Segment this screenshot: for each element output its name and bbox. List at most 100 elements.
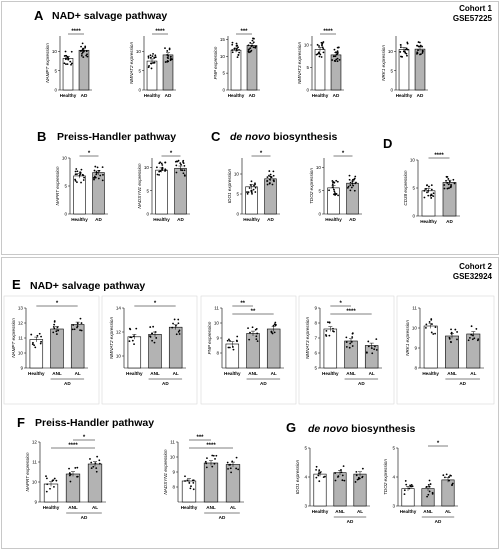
- data-point: [445, 179, 447, 182]
- data-point: [85, 54, 88, 57]
- data-point: [334, 192, 336, 194]
- y-tick-label: 10: [116, 354, 122, 359]
- category-label: AL: [470, 371, 476, 376]
- data-point: [331, 180, 334, 182]
- bar: [401, 488, 415, 507]
- data-point: [76, 322, 79, 325]
- data-point: [428, 479, 431, 482]
- data-point: [348, 174, 351, 177]
- data-point: [332, 330, 334, 332]
- data-point: [247, 44, 250, 47]
- data-point: [80, 168, 83, 171]
- data-point: [473, 337, 476, 340]
- category-label: Healthy: [144, 93, 161, 98]
- data-point: [348, 346, 351, 349]
- data-point: [229, 339, 231, 342]
- data-point: [183, 169, 186, 172]
- cohort2-dataset: GSE32924: [453, 272, 493, 281]
- subframe-e2: [101, 295, 198, 405]
- data-point: [231, 41, 234, 44]
- data-point: [367, 345, 370, 348]
- data-point: [420, 53, 422, 56]
- data-point: [192, 488, 195, 491]
- data-point: [249, 47, 252, 50]
- y-tick-label: 5: [54, 68, 57, 73]
- data-point: [82, 179, 85, 181]
- data-point: [95, 173, 98, 176]
- section-title-g-rest: biosynthesis: [348, 423, 415, 435]
- data-point: [96, 455, 99, 458]
- data-point: [231, 43, 234, 46]
- data-point: [235, 49, 238, 52]
- y-tick-label: 12: [32, 440, 38, 445]
- data-point: [475, 328, 478, 330]
- data-point: [248, 338, 251, 341]
- data-point: [180, 169, 182, 171]
- bar: [203, 462, 219, 503]
- data-point: [315, 476, 318, 479]
- data-point: [133, 343, 135, 345]
- data-point: [446, 187, 449, 190]
- data-point: [317, 472, 320, 475]
- data-point: [79, 50, 82, 52]
- data-point: [132, 335, 135, 338]
- y-tick-label: 11: [214, 306, 219, 311]
- data-point: [211, 454, 214, 457]
- data-point: [45, 477, 48, 480]
- data-point: [333, 190, 336, 193]
- data-point: [190, 485, 192, 488]
- data-point: [45, 475, 47, 478]
- data-point: [68, 474, 71, 477]
- data-point: [427, 483, 430, 486]
- data-point: [128, 340, 131, 342]
- bar: [266, 328, 281, 369]
- y-tick-label: 10: [136, 49, 142, 54]
- data-point: [266, 183, 269, 186]
- data-point: [355, 474, 358, 477]
- category-label: Healthy: [400, 509, 417, 514]
- data-point: [233, 47, 236, 50]
- cohort1-frame: [1, 1, 499, 255]
- y-tick-label: 0: [306, 88, 309, 93]
- data-point: [272, 174, 275, 177]
- category-label: ANL: [150, 371, 160, 376]
- data-point: [340, 471, 343, 474]
- data-point: [331, 59, 334, 61]
- data-point: [417, 49, 419, 52]
- y-tick-label: 11: [18, 336, 23, 341]
- data-point: [252, 188, 255, 191]
- category-label: AD: [95, 217, 102, 222]
- data-point: [179, 162, 182, 165]
- data-point: [237, 468, 240, 471]
- data-point: [333, 59, 336, 62]
- data-point: [70, 50, 73, 53]
- data-point: [334, 193, 337, 196]
- data-point: [336, 46, 339, 49]
- data-point: [97, 177, 100, 180]
- y-tick-label: 9: [20, 366, 23, 371]
- data-point: [266, 180, 268, 182]
- data-point: [159, 161, 162, 164]
- data-point: [227, 467, 229, 470]
- data-point: [166, 60, 169, 63]
- data-point: [273, 323, 276, 326]
- category-label: Healthy: [153, 217, 170, 222]
- data-point: [410, 484, 413, 486]
- data-point: [254, 328, 257, 331]
- category-label: AL: [92, 505, 98, 510]
- data-point: [256, 332, 259, 335]
- data-point: [351, 345, 354, 347]
- y-tick-label: 8: [172, 485, 175, 490]
- data-point: [342, 465, 345, 468]
- significance-label: ****: [346, 309, 356, 315]
- data-point: [53, 327, 56, 330]
- data-point: [332, 327, 334, 330]
- data-point: [228, 338, 230, 341]
- data-point: [231, 460, 234, 463]
- y-tick-label: 10: [18, 351, 24, 356]
